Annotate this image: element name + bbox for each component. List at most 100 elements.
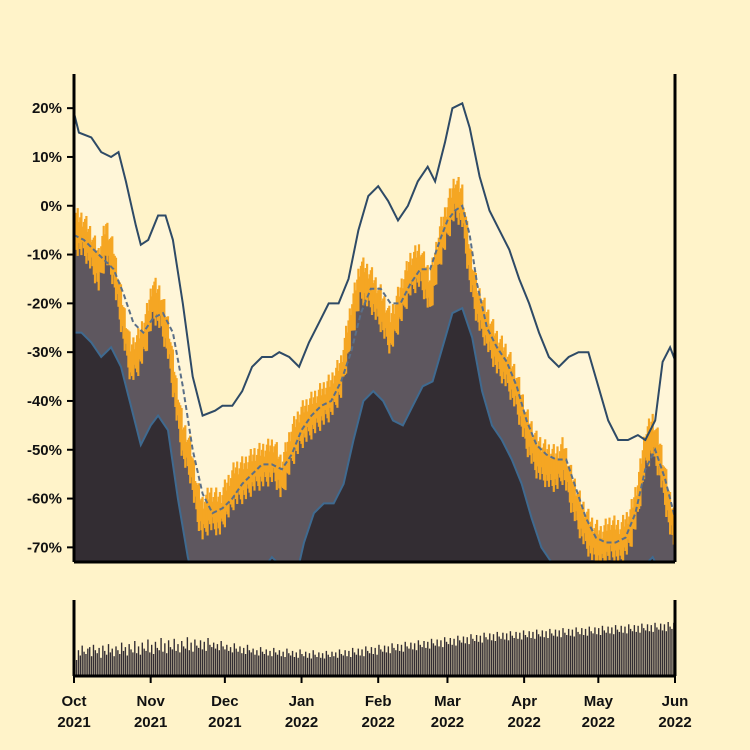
price-candle (679, 540, 681, 556)
price-candle (136, 335, 139, 373)
volume-bar (616, 629, 619, 676)
volume-bar (228, 650, 230, 676)
volume-bar (135, 653, 138, 676)
price-candle (405, 261, 408, 309)
volume-bar (481, 642, 483, 676)
price-candle (322, 382, 325, 425)
volume-bar (513, 638, 515, 676)
price-candle (521, 394, 524, 437)
y-tick-label: 10% (32, 149, 62, 166)
volume-bar (389, 653, 391, 676)
volume-bar (479, 635, 482, 676)
volume-bar (590, 631, 592, 676)
volume-bar (391, 643, 393, 676)
price-candle (165, 316, 168, 349)
price-candle (307, 404, 311, 432)
volume-bar (517, 638, 519, 676)
price-candle (342, 350, 345, 377)
volume-bar (581, 628, 583, 676)
volume-bar (177, 644, 179, 676)
price-candle (98, 256, 102, 273)
price-candle (647, 418, 651, 467)
price-candle (247, 462, 250, 489)
volume-bar (329, 657, 331, 676)
volume-bar (537, 634, 540, 676)
volume-bar (532, 631, 534, 676)
price-candle (556, 446, 559, 489)
volume-bar (143, 648, 145, 676)
price-candle (231, 470, 234, 508)
price-candle (532, 435, 536, 462)
price-candle (122, 307, 125, 339)
volume-bar (331, 651, 333, 676)
price-candle (578, 490, 581, 539)
price-candle (268, 451, 271, 473)
price-candle (391, 304, 395, 347)
price-candle (357, 268, 360, 312)
price-candle (93, 235, 97, 284)
price-candle (140, 321, 144, 364)
volume-bar (291, 650, 294, 676)
price-candle (540, 451, 543, 468)
volume-bar (271, 656, 273, 676)
x-tick-year: 2022 (362, 714, 395, 731)
volume-bar (526, 637, 529, 676)
price-candle (575, 495, 578, 512)
x-tick-month: Dec (211, 693, 239, 710)
price-candle (437, 237, 440, 265)
price-candle (592, 532, 595, 548)
price-candle (537, 441, 541, 473)
price-candle (539, 437, 542, 480)
volume-bar (246, 644, 249, 676)
price-candle (330, 380, 333, 412)
volume-bar (624, 626, 626, 676)
price-candle (273, 446, 276, 473)
price-candle (183, 427, 186, 460)
price-candle (299, 414, 302, 441)
volume-bar (241, 653, 243, 676)
price-candle (80, 212, 83, 256)
price-candle (689, 541, 691, 567)
volume-bar (641, 623, 643, 676)
price-candle (464, 216, 468, 254)
volume-bar (316, 657, 318, 676)
volume-bar (299, 649, 301, 676)
volume-bar (650, 625, 652, 676)
volume-bar (567, 628, 570, 676)
price-candles (74, 177, 691, 567)
volume-bar (361, 649, 363, 676)
price-candle (84, 218, 87, 256)
price-candle (520, 394, 523, 427)
volume-bar (321, 653, 324, 676)
price-candle (211, 501, 214, 518)
price-candle (207, 499, 210, 521)
price-candle (186, 439, 189, 467)
price-candle (482, 300, 485, 338)
price-candle (131, 344, 134, 377)
volume-bar (197, 647, 200, 676)
price-candle (610, 525, 613, 552)
price-candle (649, 429, 652, 451)
volume-bar (295, 652, 297, 676)
price-candle (161, 299, 165, 337)
volume-bar (464, 643, 467, 676)
price-candle (121, 305, 124, 327)
volume-bar (222, 646, 224, 676)
volume-bar (250, 652, 252, 676)
volume-bar (445, 641, 448, 676)
price-candle (286, 441, 289, 474)
price-candle (429, 280, 432, 307)
volume-bar (430, 638, 433, 676)
volume-bar (201, 649, 204, 676)
upper-band-line (74, 101, 675, 442)
price-candle (126, 329, 129, 356)
price-candle (280, 471, 283, 487)
volume-bar (451, 644, 453, 676)
price-candle (460, 188, 463, 220)
price-candle (420, 254, 423, 282)
price-candle (390, 313, 393, 345)
volume-bar (276, 654, 279, 676)
price-candle (472, 270, 475, 298)
volume-bar (278, 650, 281, 676)
